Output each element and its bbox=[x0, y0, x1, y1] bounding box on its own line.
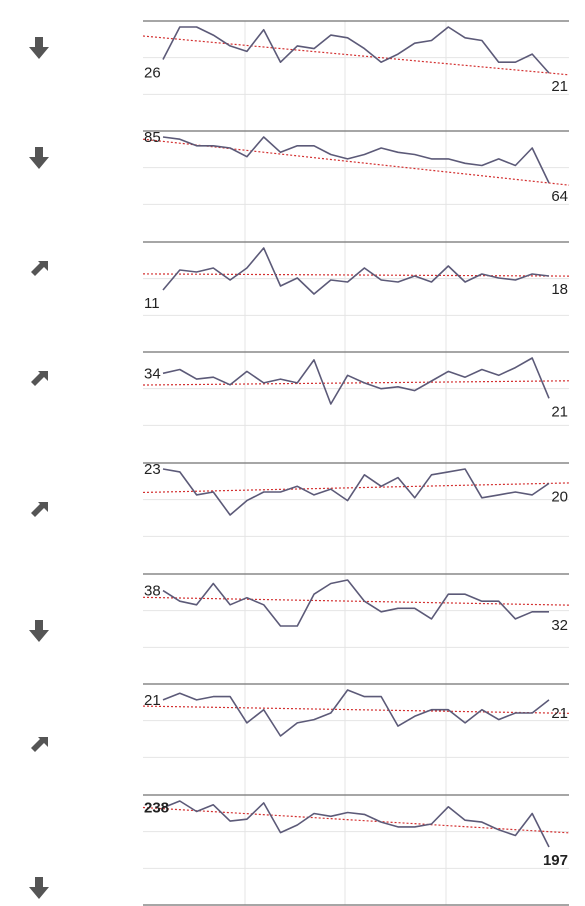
down-arrow-icon bbox=[29, 147, 49, 169]
trend-line bbox=[142, 596, 570, 606]
end-value-label: 21 bbox=[551, 705, 568, 722]
series-line bbox=[162, 357, 550, 405]
trend-line bbox=[142, 705, 570, 714]
start-value-label: 85 bbox=[144, 129, 161, 146]
end-value-label: 18 bbox=[551, 281, 568, 298]
down-arrow-icon bbox=[29, 37, 49, 59]
sparkline-panel: 11 18 bbox=[142, 241, 570, 316]
sparkline-panel: 34 21 bbox=[142, 351, 570, 426]
trend-line bbox=[142, 138, 570, 186]
start-value-label: 23 bbox=[144, 461, 161, 478]
series-line bbox=[162, 247, 550, 295]
end-value-label: 32 bbox=[551, 617, 568, 634]
up-right-arrow-icon bbox=[31, 371, 48, 386]
sparkline-panel: 38 32 bbox=[142, 573, 570, 648]
start-value-label: 34 bbox=[144, 365, 161, 382]
end-value-label: 21 bbox=[551, 78, 568, 95]
end-value-label: 21 bbox=[551, 403, 568, 420]
up-right-arrow-icon bbox=[31, 737, 48, 752]
sparkline-panel: 238 197 bbox=[142, 794, 570, 869]
trend-line bbox=[142, 380, 570, 386]
sparkline-panel: 85 64 bbox=[142, 129, 570, 205]
start-value-label: 238 bbox=[144, 800, 169, 817]
sparkline-panel: 23 20 bbox=[142, 461, 570, 537]
down-arrow-icon bbox=[29, 877, 49, 899]
end-value-label: 20 bbox=[551, 488, 568, 505]
start-value-label: 38 bbox=[144, 583, 161, 600]
series-line bbox=[162, 468, 550, 516]
series-line bbox=[162, 136, 550, 184]
start-value-label: 11 bbox=[144, 295, 160, 312]
series-line bbox=[162, 26, 550, 74]
down-arrow-icon bbox=[29, 620, 49, 642]
sparkline-panel: 21 21 bbox=[142, 683, 570, 758]
start-value-label: 21 bbox=[144, 692, 161, 709]
start-value-label: 26 bbox=[144, 64, 161, 81]
sparkline-panel: 26 21 bbox=[142, 20, 570, 95]
end-value-label: 64 bbox=[551, 188, 568, 205]
trend-line bbox=[142, 35, 570, 76]
series-line bbox=[162, 579, 549, 627]
trend-line bbox=[142, 806, 570, 834]
series-line bbox=[162, 689, 550, 737]
up-right-arrow-icon bbox=[31, 261, 48, 276]
series-line bbox=[162, 800, 550, 848]
up-right-arrow-icon bbox=[31, 502, 48, 517]
end-value-label: 197 bbox=[543, 852, 568, 869]
